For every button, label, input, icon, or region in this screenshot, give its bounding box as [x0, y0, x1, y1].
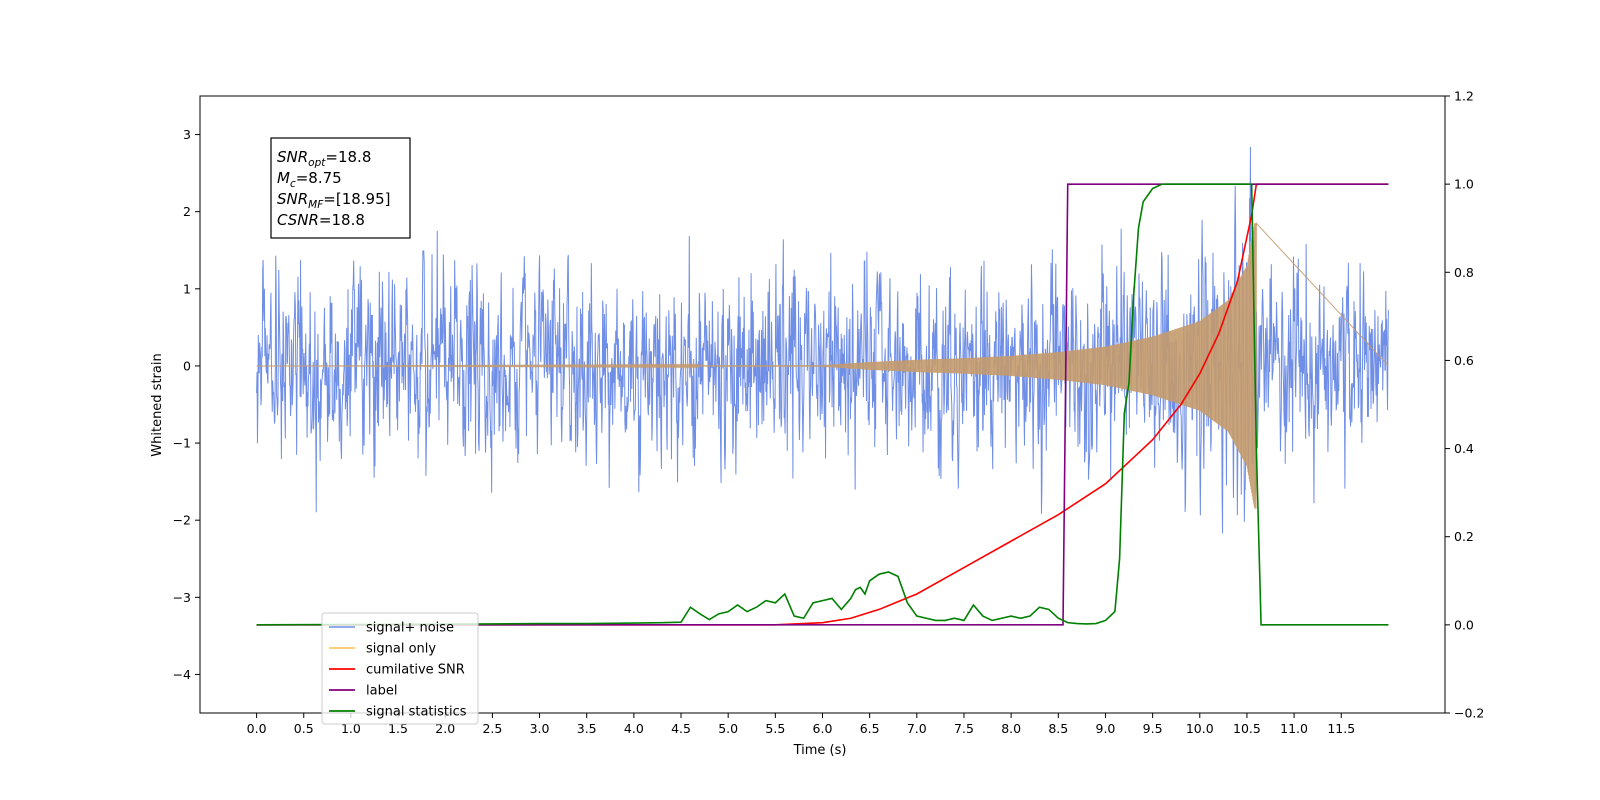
x-tick-label: 1.0	[341, 721, 361, 736]
x-tick-label: 4.0	[624, 721, 644, 736]
y2-tick-label: 0.2	[1454, 529, 1474, 544]
y-axis-right: −0.2 0.0 0.2 0.4 0.6 0.8 1.0 1.2	[1445, 89, 1484, 721]
series-signal-noise	[256, 146, 1389, 534]
x-tick-label: 3.0	[530, 721, 550, 736]
annotation-line: SNRopt=18.8	[277, 148, 371, 169]
y-axis-left: −4 −3 −2 −1 0 1 2 3	[173, 127, 200, 682]
y-axis-title: Whitened strain	[150, 353, 165, 456]
x-tick-label: 2.5	[482, 721, 502, 736]
legend-label: cumilative SNR	[366, 663, 465, 678]
x-axis-title: Time (s)	[793, 743, 847, 758]
y-tick-label: −3	[173, 590, 191, 605]
y2-tick-label: 0.6	[1454, 353, 1474, 368]
legend-label: signal+ noise	[366, 621, 454, 636]
x-tick-label: 6.0	[813, 721, 833, 736]
x-tick-label: 1.5	[388, 721, 408, 736]
y-tick-label: −1	[173, 436, 191, 451]
x-tick-label: 5.0	[718, 721, 738, 736]
x-tick-label: 0.5	[294, 721, 314, 736]
x-tick-label: 2.0	[435, 721, 455, 736]
series-signal-statistics	[256, 183, 1389, 626]
series-layer	[256, 146, 1389, 626]
series-signal-only	[256, 221, 1389, 509]
x-tick-label: 7.0	[907, 721, 927, 736]
annotation-line: SNRMF=[18.95]	[277, 190, 391, 211]
x-tick-label: 10.5	[1233, 721, 1261, 736]
y-tick-label: −4	[173, 667, 191, 682]
y2-tick-label: 0.8	[1454, 265, 1474, 280]
y-tick-label: 2	[183, 204, 191, 219]
annotation-line: CSNR=18.8	[277, 211, 365, 229]
y-tick-label: 3	[183, 127, 191, 142]
annotation-line: Mc=8.75	[277, 169, 342, 190]
x-tick-label: 6.5	[860, 721, 880, 736]
x-tick-label: 4.5	[671, 721, 691, 736]
y2-tick-label: 1.2	[1454, 89, 1474, 104]
x-tick-label: 11.5	[1327, 721, 1355, 736]
x-tick-label: 0.0	[247, 721, 267, 736]
x-tick-label: 3.5	[577, 721, 597, 736]
x-tick-label: 9.5	[1143, 721, 1163, 736]
x-tick-label: 10.0	[1186, 721, 1214, 736]
y-tick-label: 1	[183, 281, 191, 296]
y-tick-label: −2	[173, 513, 191, 528]
legend: signal+ noise signal only cumilative SNR la…	[321, 612, 479, 725]
y-tick-label: 0	[183, 358, 191, 373]
legend-label: label	[366, 684, 397, 699]
y2-tick-label: −0.2	[1454, 706, 1484, 721]
series-cumilative-snr	[256, 183, 1389, 626]
x-tick-label: 8.0	[1001, 721, 1021, 736]
annotation-frame	[270, 137, 411, 239]
legend-label: signal only	[366, 642, 436, 657]
legend-label: signal statistics	[366, 705, 467, 720]
x-tick-label: 5.5	[765, 721, 785, 736]
x-tick-label: 11.0	[1280, 721, 1308, 736]
y2-tick-label: 0.4	[1454, 441, 1474, 456]
y2-tick-label: 0.0	[1454, 617, 1474, 632]
legend-frame	[321, 612, 479, 725]
x-tick-label: 8.5	[1048, 721, 1068, 736]
x-axis: 0.0 0.5 1.0 1.5 2.0 2.5 3.0 3.5 4.0 4.5 5.0 5.5 6.0 6…	[247, 713, 1355, 736]
x-tick-label: 9.0	[1096, 721, 1116, 736]
y2-tick-label: 1.0	[1454, 177, 1474, 192]
x-tick-label: 7.5	[954, 721, 974, 736]
